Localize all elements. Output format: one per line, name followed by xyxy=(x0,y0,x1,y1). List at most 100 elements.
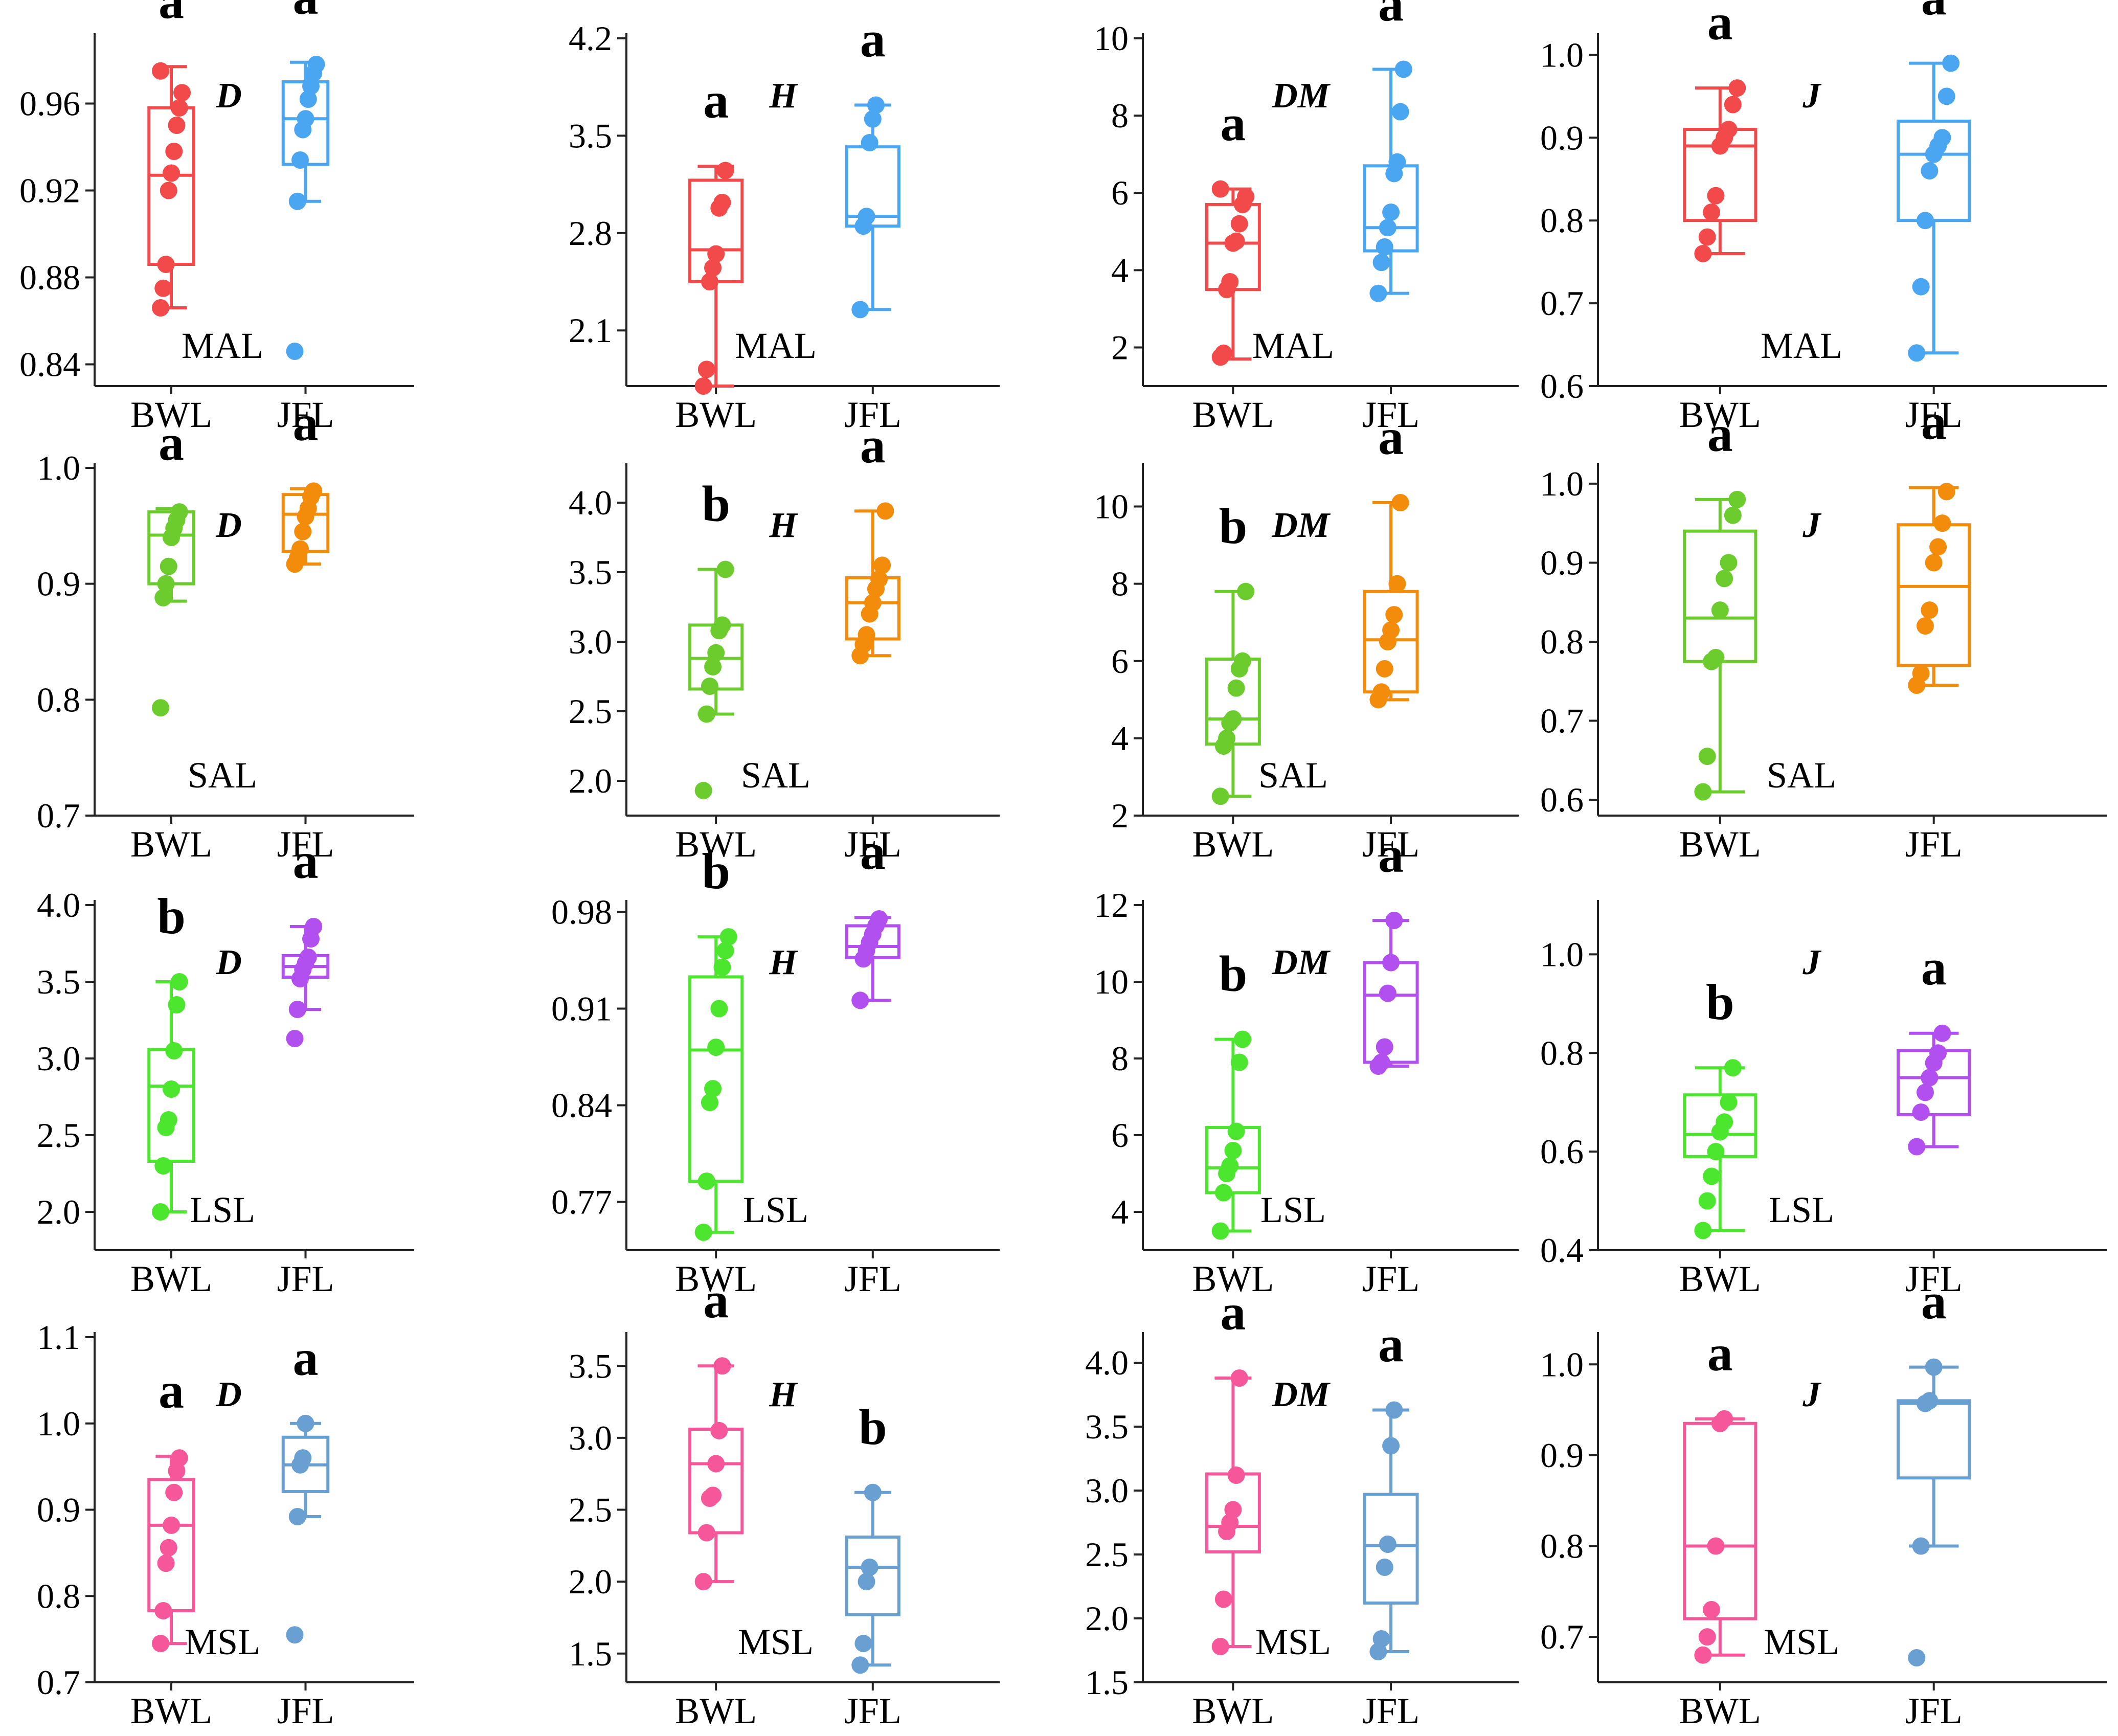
data-point xyxy=(1382,204,1400,221)
data-point xyxy=(152,62,169,80)
y-tick-label: 0.91 xyxy=(551,989,612,1028)
data-point xyxy=(299,91,317,108)
data-point xyxy=(1937,483,1955,501)
data-point xyxy=(1720,554,1738,572)
x-tick-label: JFL xyxy=(1905,1258,1963,1299)
index-label: H xyxy=(769,506,798,545)
data-point xyxy=(1224,1501,1242,1519)
significance-letter: b xyxy=(859,1399,887,1455)
significance-letter: a xyxy=(293,832,319,889)
data-point xyxy=(297,1414,314,1432)
series-bwl: b xyxy=(688,843,744,1241)
site-label: LSL xyxy=(743,1189,808,1230)
series-bwl: a xyxy=(1683,1325,1758,1664)
data-point xyxy=(154,279,172,297)
site-label: LSL xyxy=(1260,1189,1326,1230)
data-point xyxy=(294,523,312,540)
data-point xyxy=(1728,79,1746,97)
data-point xyxy=(163,1516,180,1534)
data-point xyxy=(851,991,869,1009)
series-jfl: a xyxy=(1363,409,1419,709)
data-point xyxy=(1929,1044,1947,1062)
data-point xyxy=(861,1559,878,1576)
data-point xyxy=(716,162,734,179)
panel-lsl-d: 2.0 2.5 3.0 3.5 4.0 BWL JFL D LSL b a xyxy=(37,832,414,1299)
y-tick-label: 2 xyxy=(1111,796,1129,835)
panel-mal-d: 0.84 0.88 0.92 0.96 BWL JFL D MAL a a xyxy=(19,0,414,435)
data-point xyxy=(165,143,183,160)
y-tick-label: 0.84 xyxy=(551,1086,612,1125)
data-point xyxy=(1908,1138,1926,1156)
data-point xyxy=(1227,679,1245,697)
y-tick-label: 1.0 xyxy=(1540,464,1584,503)
box xyxy=(1363,590,1419,694)
data-point xyxy=(1912,1537,1930,1555)
significance-letter: a xyxy=(703,1272,729,1328)
significance-letter: b xyxy=(1219,498,1248,554)
data-point xyxy=(286,1626,304,1644)
data-point xyxy=(707,644,725,662)
y-tick-label: 0.8 xyxy=(37,1576,80,1615)
data-point xyxy=(701,678,718,695)
data-point xyxy=(160,557,177,575)
data-point xyxy=(873,556,891,574)
y-tick-label: 4 xyxy=(1111,719,1129,758)
data-point xyxy=(851,301,869,319)
data-point xyxy=(701,1094,718,1112)
significance-letter: a xyxy=(860,11,886,68)
x-tick-label: BWL xyxy=(130,394,212,435)
data-point xyxy=(716,942,734,960)
x-tick-label: BWL xyxy=(1192,1258,1274,1299)
y-tick-label: 8 xyxy=(1111,1039,1129,1078)
data-point xyxy=(1394,60,1412,78)
data-point xyxy=(719,928,737,946)
y-tick-label: 0.6 xyxy=(1540,1132,1584,1171)
y-tick-label: 1.0 xyxy=(1540,1345,1584,1384)
x-tick-label: JFL xyxy=(844,1258,902,1299)
series-bwl: a xyxy=(147,1362,195,1653)
y-tick-label: 0.9 xyxy=(37,1491,80,1529)
panel-lsl-dm: 4 6 8 10 12 BWL JFL DM LSL b a xyxy=(1094,826,1519,1299)
y-tick-label: 4.0 xyxy=(569,483,612,522)
box xyxy=(1363,1493,1419,1605)
x-tick-label: JFL xyxy=(1362,1258,1419,1299)
data-point xyxy=(1724,506,1742,524)
data-point xyxy=(704,1486,722,1504)
y-tick-label: 0.9 xyxy=(37,565,80,603)
box xyxy=(147,1048,195,1163)
data-point xyxy=(286,1030,304,1047)
significance-letter: a xyxy=(860,823,886,880)
index-label: J xyxy=(1802,506,1821,545)
data-point xyxy=(710,1422,728,1439)
data-point xyxy=(1707,1143,1725,1161)
data-point xyxy=(694,782,712,800)
data-point xyxy=(307,56,325,73)
significance-letter: b xyxy=(1706,974,1734,1030)
data-point xyxy=(302,77,320,95)
data-point xyxy=(1724,1059,1742,1077)
data-point xyxy=(1912,278,1930,296)
site-label: LSL xyxy=(1769,1189,1834,1230)
panel-sal-d: 0.7 0.8 0.9 1.0 BWL JFL D SAL a a xyxy=(37,395,414,865)
data-point xyxy=(1388,575,1406,593)
data-point xyxy=(854,1635,872,1653)
data-point xyxy=(1372,683,1390,701)
y-tick-label: 4.2 xyxy=(569,19,612,58)
site-label: MSL xyxy=(738,1621,814,1662)
site-label: MAL xyxy=(735,325,817,366)
data-point xyxy=(1912,664,1930,682)
data-point xyxy=(704,259,722,277)
data-point xyxy=(1698,748,1716,765)
y-tick-label: 3.0 xyxy=(1085,1471,1129,1510)
data-point xyxy=(707,245,725,263)
data-point xyxy=(1230,1053,1248,1071)
data-point xyxy=(697,1524,715,1542)
data-point xyxy=(716,560,734,578)
x-tick-label: BWL xyxy=(675,824,757,865)
data-point xyxy=(1391,494,1409,511)
data-point xyxy=(1385,912,1403,929)
y-tick-label: 6 xyxy=(1111,642,1129,681)
y-tick-label: 3.5 xyxy=(569,116,612,155)
data-point xyxy=(168,117,186,134)
